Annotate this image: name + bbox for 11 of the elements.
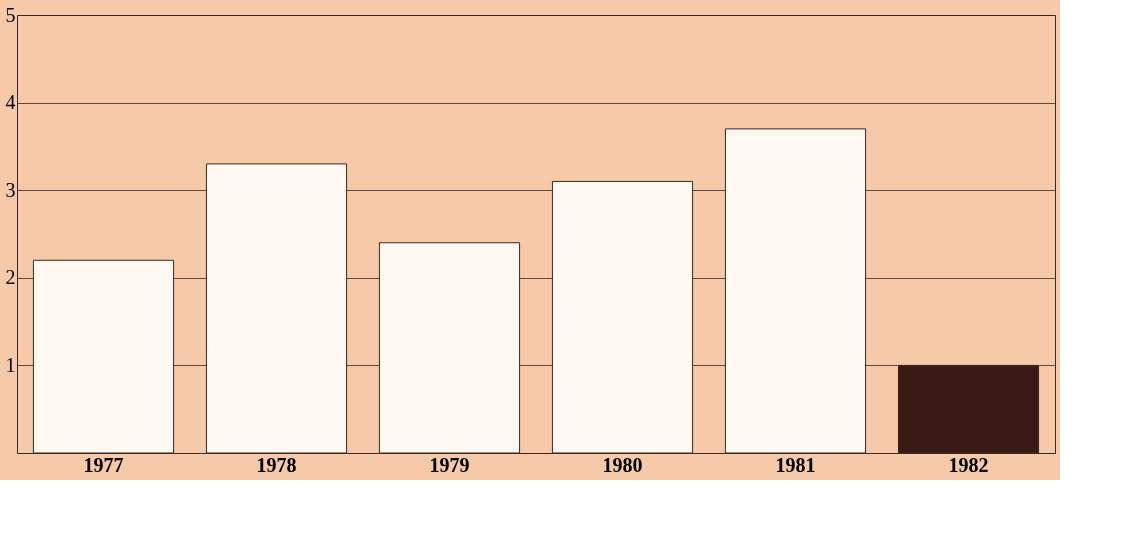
x-tick-label: 1978 [256, 453, 297, 476]
x-tick-label: 1979 [429, 453, 470, 476]
y-tick-label: 4 [5, 91, 16, 114]
x-tick-label: 1981 [775, 453, 816, 476]
y-tick-label: 1 [5, 353, 16, 376]
x-tick-label: 1977 [83, 453, 124, 476]
x-tick-label: 1982 [948, 453, 989, 476]
y-tick-label: 3 [5, 178, 16, 201]
y-tick-label: 5 [5, 3, 16, 26]
x-tick-label: 1980 [602, 453, 643, 476]
y-tick-label: 2 [5, 266, 16, 289]
